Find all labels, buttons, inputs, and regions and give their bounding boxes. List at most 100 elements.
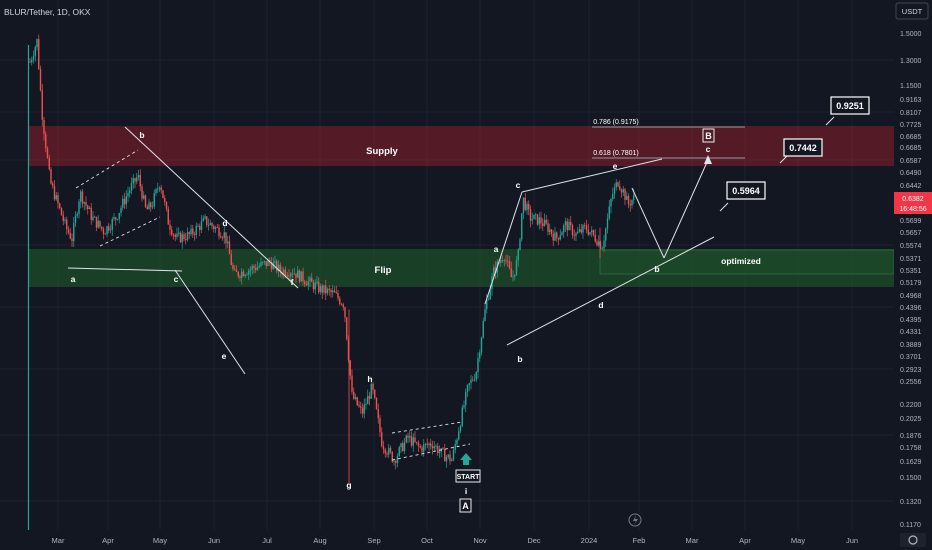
candle-body bbox=[274, 261, 276, 263]
candle-body bbox=[552, 233, 554, 241]
candle-body bbox=[622, 189, 624, 193]
price-tick-label: 0.5574 bbox=[900, 243, 922, 250]
candle-body bbox=[424, 443, 427, 445]
candle-body bbox=[608, 206, 610, 219]
time-axis[interactable]: Mar Apr May Jun Jul Aug Sep Oct Nov Dec 2024 Feb Mar… bbox=[52, 536, 859, 545]
fib-0786-label: 0.786 (0.9175) bbox=[593, 119, 639, 126]
candle-body bbox=[99, 220, 101, 227]
candle-body bbox=[195, 226, 197, 236]
candle-body bbox=[559, 235, 561, 240]
price-tick-label: 0.1170 bbox=[900, 522, 921, 529]
candle-body bbox=[612, 194, 614, 200]
wave-label-e2: e bbox=[613, 161, 618, 171]
currency-badge[interactable] bbox=[895, 2, 929, 20]
candle-body bbox=[566, 221, 568, 231]
price-tick-label: 0.1758 bbox=[900, 445, 922, 452]
dashed-line-2 bbox=[99, 216, 161, 247]
candle-body bbox=[382, 446, 385, 450]
candle-body bbox=[127, 193, 129, 197]
wave-labels: a b c d e a b c d e f g h i b c bbox=[71, 130, 711, 496]
candle-body bbox=[146, 206, 148, 210]
price-tick-label: 0.1876 bbox=[900, 433, 922, 440]
price-axis-bg bbox=[894, 0, 932, 550]
candle-body bbox=[286, 275, 288, 277]
wave-label-f1: f bbox=[291, 277, 294, 287]
candle-body bbox=[403, 442, 406, 452]
candle-body bbox=[571, 225, 574, 236]
candle-body bbox=[354, 397, 357, 399]
candle-body bbox=[550, 229, 553, 234]
wave-label-d2: d bbox=[598, 300, 603, 310]
candle-body bbox=[284, 269, 287, 276]
candle-body bbox=[67, 229, 70, 233]
candle-body bbox=[577, 231, 579, 234]
candle-body bbox=[74, 215, 77, 224]
candle-body bbox=[94, 216, 96, 218]
candle-body bbox=[337, 292, 339, 299]
candle-body bbox=[410, 436, 413, 446]
target-box-0.7442[interactable] bbox=[783, 138, 823, 157]
candle-body bbox=[101, 226, 103, 229]
candle-body bbox=[517, 249, 519, 261]
candle-body bbox=[629, 204, 631, 206]
candle-body bbox=[451, 459, 453, 462]
candle-body bbox=[333, 290, 336, 293]
target-box-0.5964[interactable] bbox=[726, 181, 766, 200]
candle-body bbox=[438, 451, 441, 454]
candle-body bbox=[29, 61, 31, 63]
candle-body bbox=[414, 437, 416, 442]
time-tick-label: Jun bbox=[846, 536, 858, 545]
candle-body bbox=[606, 218, 609, 229]
candle-body bbox=[108, 226, 110, 231]
candle-body bbox=[435, 445, 437, 447]
candle-body bbox=[573, 235, 575, 237]
candle-body bbox=[416, 441, 418, 443]
candle-body bbox=[561, 232, 563, 236]
target-box-0.9251[interactable] bbox=[830, 96, 870, 115]
projection-path bbox=[631, 187, 665, 259]
candle-body bbox=[106, 226, 108, 235]
candle-body bbox=[88, 207, 91, 209]
candle-body bbox=[599, 241, 602, 249]
candle-body bbox=[365, 404, 367, 405]
candle-body bbox=[46, 148, 49, 158]
candle-body bbox=[377, 409, 379, 419]
candle-body bbox=[139, 175, 141, 187]
wave-label-B: B bbox=[705, 131, 712, 141]
candle-body bbox=[193, 234, 196, 236]
candle-body bbox=[265, 261, 267, 266]
candle-body bbox=[155, 189, 157, 194]
candle-body bbox=[223, 232, 225, 238]
trendline-4 bbox=[484, 191, 523, 305]
candle-body bbox=[489, 289, 491, 300]
candle-body bbox=[36, 39, 38, 48]
candle-body bbox=[297, 270, 299, 278]
candle-body bbox=[598, 241, 600, 246]
candle-body bbox=[349, 360, 351, 376]
price-tick-label: 0.5351 bbox=[900, 268, 922, 275]
candle-body bbox=[386, 453, 388, 455]
time-tick-label: Jun bbox=[208, 536, 220, 545]
settings-gear-icon[interactable] bbox=[900, 533, 926, 547]
candle-body bbox=[95, 216, 98, 228]
candle-body bbox=[249, 269, 252, 271]
price-tick-label: 0.3889 bbox=[900, 342, 922, 349]
candle-body bbox=[587, 229, 589, 235]
price-tick-label: 0.4396 bbox=[900, 305, 922, 312]
candle-body bbox=[533, 214, 535, 220]
candle-body bbox=[85, 202, 87, 206]
price-axis[interactable]: 1.5000 1.3000 1.1500 0.9163 0.8107 0.7725 0.66… bbox=[900, 31, 922, 529]
candle-body bbox=[388, 447, 390, 455]
candle-body bbox=[80, 191, 82, 202]
candle-body bbox=[617, 182, 619, 187]
candle-body bbox=[132, 178, 134, 184]
lightning-icon[interactable] bbox=[628, 513, 642, 527]
candle-body bbox=[162, 190, 164, 199]
candle-body bbox=[430, 443, 432, 446]
candle-body bbox=[309, 277, 311, 281]
price-tick-label: 1.3000 bbox=[900, 58, 922, 65]
price-tick-label: 1.5000 bbox=[900, 31, 922, 38]
candle-body bbox=[468, 383, 470, 385]
candle-body bbox=[405, 435, 407, 443]
